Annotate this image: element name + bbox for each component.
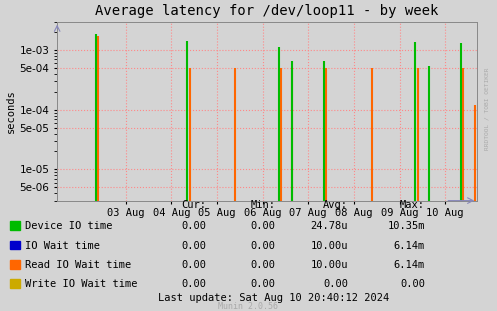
- Text: IO Wait time: IO Wait time: [25, 241, 100, 251]
- Text: 6.14m: 6.14m: [394, 241, 425, 251]
- Text: Last update: Sat Aug 10 20:40:12 2024: Last update: Sat Aug 10 20:40:12 2024: [158, 293, 389, 303]
- Text: 0.00: 0.00: [181, 279, 206, 289]
- Text: 0.00: 0.00: [251, 260, 276, 270]
- Text: 0.00: 0.00: [181, 221, 206, 231]
- Text: 6.14m: 6.14m: [394, 260, 425, 270]
- Title: Average latency for /dev/loop11 - by week: Average latency for /dev/loop11 - by wee…: [95, 4, 439, 18]
- Text: 0.00: 0.00: [181, 241, 206, 251]
- Text: Write IO Wait time: Write IO Wait time: [25, 279, 137, 289]
- Text: Avg:: Avg:: [323, 200, 348, 210]
- Text: 0.00: 0.00: [400, 279, 425, 289]
- Text: 0.00: 0.00: [251, 279, 276, 289]
- Text: Cur:: Cur:: [181, 200, 206, 210]
- Text: Device IO time: Device IO time: [25, 221, 112, 231]
- Text: Min:: Min:: [251, 200, 276, 210]
- Text: Read IO Wait time: Read IO Wait time: [25, 260, 131, 270]
- Text: Munin 2.0.56: Munin 2.0.56: [219, 302, 278, 311]
- Text: 24.78u: 24.78u: [311, 221, 348, 231]
- Text: 10.00u: 10.00u: [311, 241, 348, 251]
- Text: 0.00: 0.00: [251, 221, 276, 231]
- Y-axis label: seconds: seconds: [5, 89, 15, 133]
- Text: 0.00: 0.00: [251, 241, 276, 251]
- Text: Max:: Max:: [400, 200, 425, 210]
- Text: 10.00u: 10.00u: [311, 260, 348, 270]
- Text: 0.00: 0.00: [181, 260, 206, 270]
- Text: 0.00: 0.00: [323, 279, 348, 289]
- Text: RRDTOOL / TOBI OETIKER: RRDTOOL / TOBI OETIKER: [485, 67, 490, 150]
- Text: 10.35m: 10.35m: [388, 221, 425, 231]
